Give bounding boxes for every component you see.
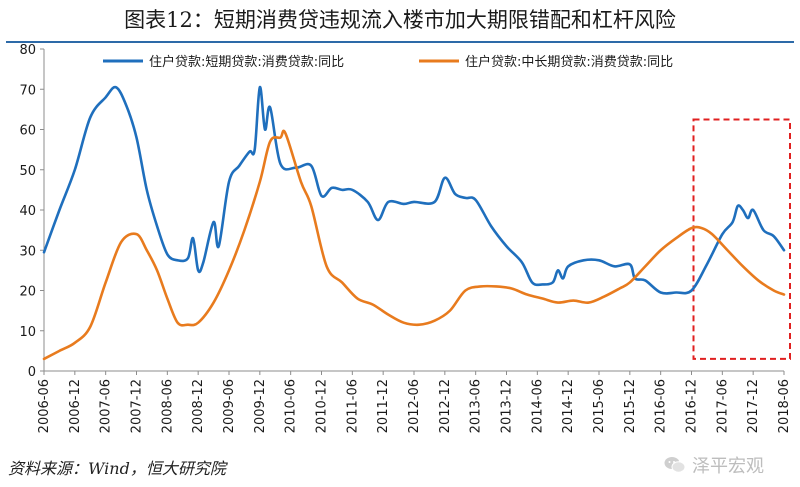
watermark: 泽平宏观	[664, 452, 764, 478]
x-tick-label: 2009-06	[222, 379, 237, 433]
wechat-icon	[664, 457, 686, 473]
legend-label-2: 住户贷款:中长期贷款:消费贷款:同比	[465, 54, 673, 70]
x-tick-label: 2010-06	[284, 379, 299, 433]
x-tick-label: 2014-12	[561, 379, 576, 433]
source-note: 资料来源：Wind，恒大研究院	[8, 459, 226, 478]
x-tick-label: 2011-06	[345, 379, 360, 433]
y-tick-label: 30	[19, 244, 36, 259]
legend-label-1: 住户贷款:短期贷款:消费贷款:同比	[149, 54, 344, 70]
series-line-2	[42, 129, 786, 361]
title-underline	[6, 41, 794, 43]
x-tick-label: 2007-06	[99, 379, 114, 433]
x-tick-label: 2012-12	[438, 379, 453, 433]
y-tick-label: 10	[19, 325, 36, 340]
x-tick-label: 2016-12	[685, 379, 700, 433]
y-tick-label: 20	[19, 285, 36, 300]
y-tick-label: 40	[19, 204, 36, 219]
x-tick-label: 2008-12	[191, 379, 206, 433]
x-tick-label: 2006-12	[68, 379, 83, 433]
chart-axes: 0 10 20 30 40 50 60 70 80 2006-06 2006-12 2007-06 20…	[19, 44, 792, 433]
y-tick-label: 80	[19, 44, 36, 58]
y-tick-label: 70	[19, 83, 36, 98]
x-tick-label: 2018-06	[777, 379, 792, 433]
watermark-text: 泽平宏观	[692, 456, 764, 477]
x-tick-label: 2017-12	[746, 379, 761, 433]
chart-title: 图表12：短期消费贷违规流入楼市加大期限错配和杠杆风险	[124, 8, 676, 32]
x-tick-label: 2017-06	[715, 379, 730, 433]
y-tick-label: 60	[19, 124, 36, 139]
x-tick-label: 2006-06	[37, 379, 52, 433]
y-tick-label: 50	[19, 164, 36, 179]
x-tick-label: 2010-12	[315, 379, 330, 433]
x-tick-label: 2013-12	[500, 379, 515, 433]
highlight-group	[692, 118, 791, 360]
x-tick-label: 2015-06	[592, 379, 607, 433]
y-tick-label: 0	[28, 365, 36, 380]
series-lines	[42, 85, 786, 361]
x-tick-label: 2013-06	[469, 379, 484, 433]
x-tick-label: 2008-06	[160, 379, 175, 433]
series-line-1	[42, 85, 786, 295]
highlight-box	[692, 118, 791, 360]
x-tick-label: 2007-12	[130, 379, 145, 433]
x-tick-label: 2012-06	[407, 379, 422, 433]
x-tick-label: 2015-12	[623, 379, 638, 433]
x-tick-label: 2009-12	[253, 379, 268, 433]
x-tick-label: 2014-06	[530, 379, 545, 433]
line-chart: 0 10 20 30 40 50 60 70 80 2006-06 2006-12 2007-06 20…	[19, 44, 792, 433]
x-tick-label: 2011-12	[376, 379, 391, 433]
chart-legend: 住户贷款:短期贷款:消费贷款:同比 住户贷款:中长期贷款:消费贷款:同比	[103, 54, 673, 70]
x-tick-label: 2016-06	[654, 379, 669, 433]
